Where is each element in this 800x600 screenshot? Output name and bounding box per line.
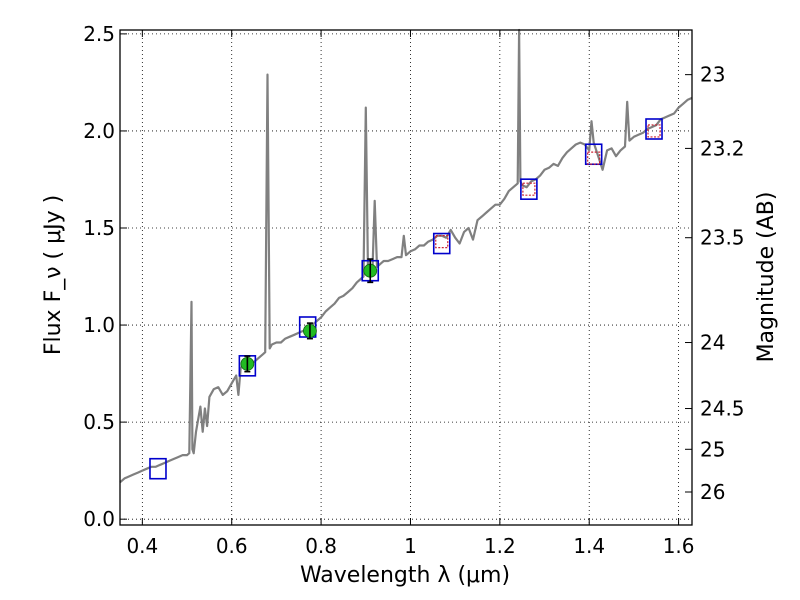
x-tick-label: 1.6 [663, 534, 695, 558]
y-tick-label: 0.0 [83, 507, 115, 531]
tick-layer: 0.4 0.6 0.8 1 1.2 1.4 1.6 0.0 0.5 1.0 1.5 2.0 2.5 23 2… [83, 22, 744, 558]
grid [120, 30, 692, 525]
y-tick-label: 1.0 [83, 313, 115, 337]
spectrum-line [119, 28, 693, 484]
marker-layer [149, 118, 663, 480]
upper-limit-square [647, 124, 661, 138]
right-tick-label: 23.5 [700, 226, 745, 250]
right-tick-label: 26 [700, 480, 725, 504]
model-box [520, 178, 538, 200]
model-box [645, 118, 663, 140]
right-tick-label: 23.2 [700, 136, 745, 160]
x-axis-label: Wavelength λ (μm) [300, 563, 510, 588]
right-tick-label: 24 [700, 331, 725, 355]
y-tick-label: 2.0 [83, 119, 115, 143]
right-tick-label: 25 [700, 437, 725, 461]
upper-limit-square [522, 182, 536, 196]
y-axis-label: Flux F_ν ( μJy ) [41, 195, 66, 355]
x-tick-label: 0.6 [216, 534, 248, 558]
x-tick-label: 0.8 [305, 534, 337, 558]
plot-frame [119, 29, 693, 526]
y-tick-label: 1.5 [83, 216, 115, 240]
x-tick-label: 1.2 [484, 534, 516, 558]
x-tick-label: 1.4 [573, 534, 605, 558]
x-tick-label: 1 [404, 534, 417, 558]
right-axis-label: Magnitude (AB) [754, 192, 779, 363]
model-box [149, 457, 167, 480]
y-tick-label: 2.5 [83, 22, 115, 46]
right-tick-label: 24.5 [700, 397, 745, 421]
y-tick-label: 0.5 [83, 410, 115, 434]
upper-limit-square [435, 234, 449, 249]
x-tick-label: 0.4 [126, 534, 158, 558]
spectrum-layer [119, 28, 693, 484]
upper-limit-square [587, 151, 601, 165]
model-box [432, 232, 451, 255]
right-tick-label: 23 [700, 63, 725, 87]
